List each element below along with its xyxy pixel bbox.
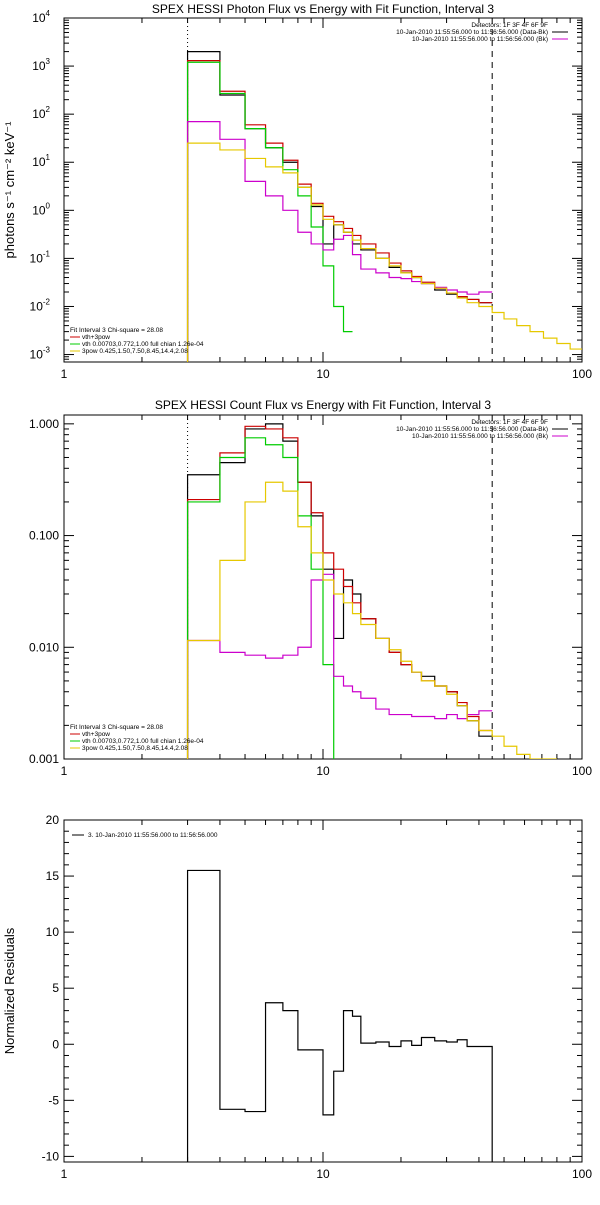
legend-entry: 10-Jan-2010 11:55:56.000 to 11:56:56.000… <box>412 36 548 43</box>
x-tick-label: 10 <box>316 764 330 778</box>
x-tick-label: 1 <box>61 1167 68 1181</box>
series-1-line <box>186 423 493 759</box>
series-1-line <box>186 869 493 1162</box>
series-3-line <box>186 61 353 362</box>
legend-entry: 3pow 0.425,1.50,7.50,8.45,14.4,2.08 <box>82 745 188 752</box>
legend-entry: 3pow 0.425,1.50,7.50,8.45,14.4,2.08 <box>82 348 188 355</box>
legend-entry: vth+3pow <box>82 334 110 341</box>
y-tick-label: 15 <box>46 869 60 883</box>
series-3-line <box>186 437 335 759</box>
series-group <box>186 51 582 362</box>
y-tick-label: 10-3 <box>30 346 51 362</box>
y-axis-label: photons s⁻¹ cm⁻² keV⁻¹ <box>2 121 17 259</box>
x-tick-label: 100 <box>572 1167 592 1181</box>
x-tick-label: 10 <box>316 367 330 381</box>
y-tick-label: 20 <box>46 813 60 827</box>
series-1-line <box>186 51 493 362</box>
y-tick-label: 0.001 <box>29 752 59 766</box>
legend-legend_top: 3. 10-Jan-2010 11:55:56.000 to 11:56:56.… <box>72 832 218 839</box>
y-tick-label: -5 <box>48 1093 59 1107</box>
legend-entry: vth 0.00703,0.772,1.00 full chian 1.26e-… <box>82 341 204 348</box>
x-tick-label: 1 <box>61 764 68 778</box>
legend-entry: vth+3pow <box>82 731 110 738</box>
y-tick-label: 1.000 <box>29 417 59 431</box>
x-tick-label: 10 <box>316 1167 330 1181</box>
panel-1: SPEX HESSI Photon Flux vs Energy with Fi… <box>2 2 592 381</box>
y-tick-label: 10-2 <box>30 297 51 313</box>
y-axis-label: Normalized Residuals <box>2 927 17 1054</box>
y-tick-label: 10 <box>46 925 60 939</box>
legend-entry: Detectors: 1F 3F 4F 6F 9F <box>471 22 548 29</box>
y-tick-label: 0.100 <box>29 529 59 543</box>
series-group <box>186 869 493 1162</box>
legend-entry: 10-Jan-2010 11:55:56.000 to 11:56:56.000… <box>412 433 548 440</box>
chart-title: SPEX HESSI Count Flux vs Energy with Fit… <box>155 398 491 412</box>
legend-legend_bottom: Fit Interval 3 Chi-square = 28.08vth+3po… <box>70 327 204 355</box>
y-tick-label: 0.010 <box>29 640 59 654</box>
y-tick-label: 102 <box>32 105 50 121</box>
y-tick-label: 100 <box>32 201 50 217</box>
y-tick-label: 0 <box>52 1037 59 1051</box>
x-tick-label: 1 <box>61 367 68 381</box>
axes-frame <box>63 17 583 363</box>
y-tick-label: 10-1 <box>30 249 51 265</box>
y-tick-label: -10 <box>42 1149 60 1163</box>
legend-entry: Detectors: 1F 3F 4F 6F 9F <box>471 419 548 426</box>
y-tick-label: 5 <box>52 981 59 995</box>
series-4-line <box>186 573 493 759</box>
legend-entry: Fit Interval 3 Chi-square = 28.08 <box>70 724 163 731</box>
y-tick-label: 103 <box>32 57 50 73</box>
legend-entry: vth 0.00703,0.772,1.00 full chian 1.26e-… <box>82 738 204 745</box>
panel-2: SPEX HESSI Count Flux vs Energy with Fit… <box>29 398 592 778</box>
y-tick-label: 101 <box>32 153 50 169</box>
legend-entry: 3. 10-Jan-2010 11:55:56.000 to 11:56:56.… <box>88 832 218 839</box>
series-group <box>186 423 557 759</box>
series-5-line <box>186 481 557 759</box>
legend-entry: Fit Interval 3 Chi-square = 28.08 <box>70 327 163 334</box>
legend-entry: 10-Jan-2010 11:55:56.000 to 11:56:56.000… <box>396 426 548 433</box>
chart-title: SPEX HESSI Photon Flux vs Energy with Fi… <box>152 2 494 16</box>
series-2-line <box>186 60 493 362</box>
series-5-line <box>186 142 582 362</box>
series-2-line <box>186 425 493 759</box>
legend-legend_bottom: Fit Interval 3 Chi-square = 28.08vth+3po… <box>70 724 204 752</box>
legend-entry: 10-Jan-2010 11:55:56.000 to 11:56:56.000… <box>396 29 548 36</box>
x-tick-label: 100 <box>572 764 592 778</box>
series-4-line <box>186 121 493 362</box>
y-tick-label: 104 <box>32 9 50 25</box>
panel-3: 1 10 100 -10 -5 0 5 10 15 20 Normalized Residuals 3… <box>2 813 592 1181</box>
x-tick-label: 100 <box>572 367 592 381</box>
